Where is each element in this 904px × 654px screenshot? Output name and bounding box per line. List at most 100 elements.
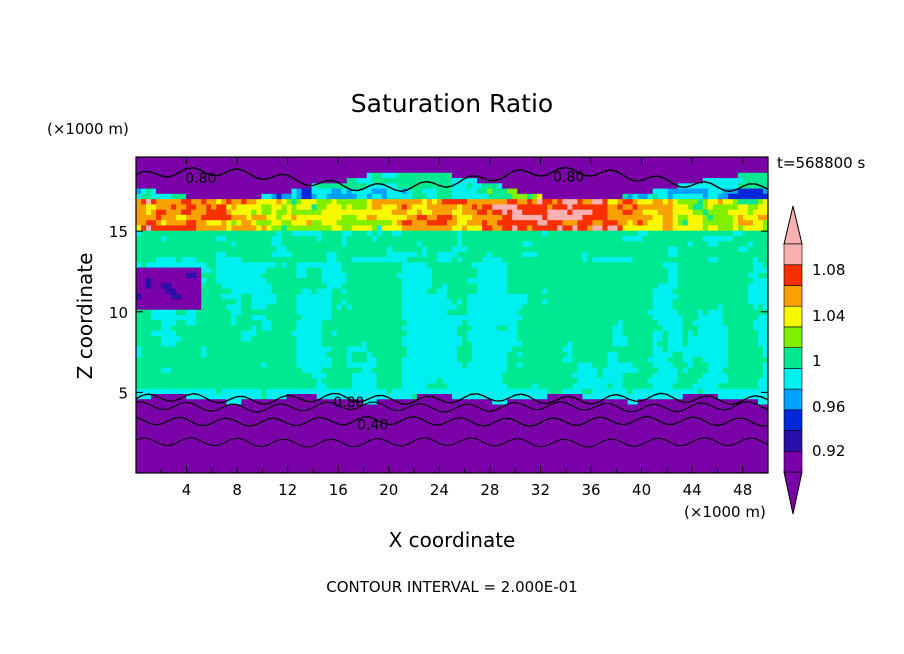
field-cell <box>351 351 358 358</box>
field-cell <box>446 172 453 179</box>
field-cell <box>256 220 262 227</box>
field-cell <box>396 199 403 205</box>
field-cell <box>457 220 463 227</box>
field-cell <box>381 299 388 306</box>
field-cell <box>161 193 167 200</box>
field-cell <box>416 320 423 327</box>
field-cell <box>742 325 749 332</box>
field-cell <box>672 246 679 253</box>
field-cell <box>497 262 503 269</box>
field-cell <box>567 225 573 232</box>
field-cell <box>371 188 378 195</box>
field-cell <box>201 304 207 311</box>
field-cell <box>161 309 167 316</box>
field-cell <box>637 346 644 353</box>
field-cell <box>652 257 659 263</box>
field-cell <box>642 272 649 279</box>
field-cell <box>632 336 639 342</box>
field-cell <box>672 288 679 295</box>
field-cell <box>532 304 538 311</box>
field-cell <box>507 167 513 174</box>
field-cell <box>306 330 313 337</box>
field-cell <box>747 225 754 232</box>
field-cell <box>607 236 614 242</box>
field-cell <box>597 214 604 221</box>
field-cell <box>702 330 709 337</box>
field-cell <box>361 309 368 316</box>
field-cell <box>186 167 192 174</box>
field-cell <box>722 204 729 211</box>
field-cell <box>637 214 644 221</box>
field-cell <box>221 162 227 169</box>
field-cell <box>356 357 363 363</box>
field-cell <box>196 214 202 221</box>
field-cell <box>737 267 744 274</box>
field-cell <box>321 167 328 174</box>
field-cell <box>742 278 749 284</box>
field-cell <box>286 330 293 337</box>
field-cell <box>687 209 694 216</box>
field-cell <box>752 293 759 300</box>
field-cell <box>286 293 293 300</box>
field-cell <box>647 357 654 363</box>
field-cell <box>707 162 714 169</box>
field-cell <box>457 346 463 353</box>
field-cell <box>607 272 614 279</box>
field-cell <box>747 278 754 284</box>
field-cell <box>582 351 589 358</box>
field-cell <box>592 357 599 363</box>
field-cell <box>446 246 453 253</box>
field-cell <box>682 346 689 353</box>
field-cell <box>371 178 378 184</box>
field-cell <box>532 183 538 190</box>
field-cell <box>171 346 177 353</box>
field-cell <box>241 188 247 195</box>
field-cell <box>376 178 383 184</box>
field-cell <box>136 346 142 353</box>
field-cell <box>146 157 152 163</box>
field-cell <box>692 288 699 295</box>
field-cell <box>321 288 328 295</box>
field-cell <box>617 246 624 253</box>
field-cell <box>747 336 754 342</box>
field-cell <box>221 272 227 279</box>
field-cell <box>161 267 167 274</box>
field-cell <box>141 351 147 358</box>
field-cell <box>316 241 323 248</box>
field-cell <box>497 172 503 179</box>
field-cell <box>211 293 217 300</box>
field-cell <box>301 183 308 190</box>
field-cell <box>452 304 458 311</box>
field-cell <box>366 351 373 358</box>
field-cell <box>502 214 508 221</box>
field-cell <box>717 209 724 216</box>
field-cell <box>632 320 639 327</box>
field-cell <box>416 299 423 306</box>
field-cell <box>241 267 247 274</box>
field-cell <box>431 162 438 169</box>
field-cell <box>276 341 283 348</box>
field-cell <box>577 214 584 221</box>
field-cell <box>366 157 373 163</box>
field-cell <box>587 267 594 274</box>
field-cell <box>667 167 674 174</box>
field-cell <box>156 351 162 358</box>
field-cell <box>301 283 308 290</box>
field-cell <box>256 214 262 221</box>
field-cell <box>517 214 523 221</box>
field-cell <box>722 299 729 306</box>
field-cell <box>632 283 639 290</box>
field-cell <box>497 341 503 348</box>
field-cell <box>527 209 533 216</box>
field-cell <box>557 325 563 332</box>
field-cell <box>391 362 398 369</box>
field-cell <box>522 278 528 284</box>
field-cell <box>146 172 152 179</box>
field-cell <box>296 341 303 348</box>
field-cell <box>226 178 232 184</box>
field-cell <box>602 272 609 279</box>
field-cell <box>441 309 448 316</box>
field-cell <box>732 299 739 306</box>
field-cell <box>692 225 699 232</box>
field-cell <box>587 178 594 184</box>
